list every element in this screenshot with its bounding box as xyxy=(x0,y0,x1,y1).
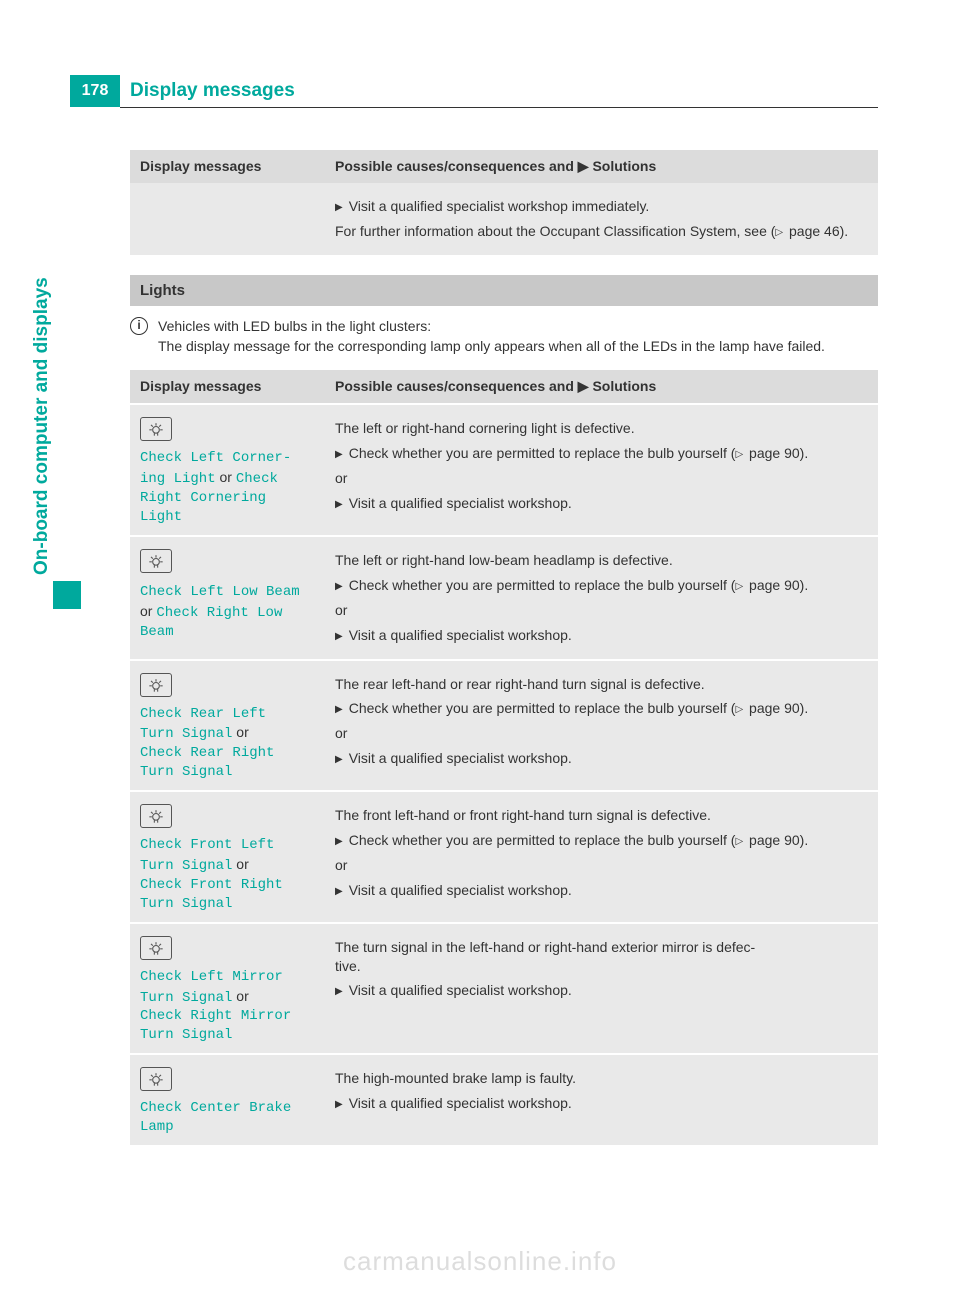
table-row: Check Left Low Beam or Check Right Low B… xyxy=(130,535,878,659)
header-right-suffix: Solutions xyxy=(589,378,657,394)
table-cell-left: Check Center Brake Lamp xyxy=(130,1055,325,1145)
description-text: The left or right-hand low-beam headlamp… xyxy=(335,551,868,570)
info-note: i Vehicles with LED bulbs in the light c… xyxy=(130,316,878,357)
description-text: The left or right-hand cornering light i… xyxy=(335,419,868,438)
action-check: Check whether you are permitted to repla… xyxy=(335,444,868,463)
info-icon: i xyxy=(130,317,148,335)
table-body: Check Left Corner‐ ing Light or Check Ri… xyxy=(130,403,878,1145)
header-right-prefix: Possible causes/consequences and xyxy=(335,158,578,174)
or-text: or xyxy=(335,724,868,743)
action-visit: Visit a qualified specialist workshop im… xyxy=(335,197,868,216)
further-info-a: For further information about the Occupa… xyxy=(335,223,775,239)
display-message-text: Check Left Low Beam or Check Right Low B… xyxy=(140,581,315,642)
table-cell-left: Check Front Left Turn Signal or Check Fr… xyxy=(130,792,325,922)
further-info: For further information about the Occupa… xyxy=(335,222,868,241)
table-row: Check Center Brake Lamp The high-mounted … xyxy=(130,1053,878,1145)
table-cell-right: The rear left-hand or rear right-hand tu… xyxy=(325,661,878,791)
bulb-warning-icon xyxy=(140,1067,172,1091)
header-rule xyxy=(120,107,878,108)
table-cell-left xyxy=(130,183,325,255)
table-cell-right: The left or right-hand low-beam headlamp… xyxy=(325,537,878,659)
display-message-text: Check Left Mirror Turn Signal or Check R… xyxy=(140,968,315,1046)
section-heading-lights: Lights xyxy=(130,275,878,306)
action-check: Check whether you are permitted to repla… xyxy=(335,576,868,595)
table-row: Check Left Mirror Turn Signal or Check R… xyxy=(130,922,878,1054)
side-tab-label: On-board computer and displays xyxy=(31,199,53,575)
table-header-right: Possible causes/consequences and ▶ Solut… xyxy=(325,150,878,183)
table-occupant: Display messages Possible causes/consequ… xyxy=(130,150,878,255)
action-visit: Visit a qualified specialist workshop. xyxy=(335,749,868,768)
page-number: 178 xyxy=(82,82,109,100)
action-visit: Visit a qualified specialist workshop. xyxy=(335,881,868,900)
watermark: carmanualsonline.info xyxy=(0,1246,960,1277)
info-line2: The display message for the correspondin… xyxy=(158,338,825,354)
bulb-warning-icon xyxy=(140,673,172,697)
table-header: Display messages Possible causes/consequ… xyxy=(130,150,878,183)
table-header-left: Display messages xyxy=(130,150,325,183)
content-area: Display messages Possible causes/consequ… xyxy=(130,150,878,1145)
table-cell-left: Check Left Mirror Turn Signal or Check R… xyxy=(130,924,325,1054)
display-message-text: Check Left Corner‐ ing Light or Check Ri… xyxy=(140,449,315,527)
bulb-warning-icon xyxy=(140,417,172,441)
description-text: The rear left-hand or rear right-hand tu… xyxy=(335,675,868,694)
or-text: or xyxy=(335,856,868,875)
action-visit: Visit a qualified specialist workshop. xyxy=(335,981,868,1000)
description-text: The front left-hand or front right-hand … xyxy=(335,806,868,825)
table-cell-left: Check Rear Left Turn Signal or Check Rea… xyxy=(130,661,325,791)
display-message-text: Check Rear Left Turn Signal or Check Rea… xyxy=(140,705,315,783)
table-row: Check Front Left Turn Signal or Check Fr… xyxy=(130,790,878,922)
or-text: or xyxy=(335,469,868,488)
table-header: Display messages Possible causes/consequ… xyxy=(130,370,878,403)
table-row: Check Rear Left Turn Signal or Check Rea… xyxy=(130,659,878,791)
table-row: Check Left Corner‐ ing Light or Check Ri… xyxy=(130,403,878,535)
table-cell-left: Check Left Corner‐ ing Light or Check Ri… xyxy=(130,405,325,535)
action-visit: Visit a qualified specialist workshop. xyxy=(335,626,868,645)
page-title: Display messages xyxy=(130,75,295,107)
display-message-text: Check Center Brake Lamp xyxy=(140,1099,315,1137)
table-cell-right: Visit a qualified specialist workshop im… xyxy=(325,183,878,255)
side-tab-marker xyxy=(53,581,81,609)
table-cell-right: The high-mounted brake lamp is faulty. Vi… xyxy=(325,1055,878,1145)
further-info-b: page 46). xyxy=(785,223,848,239)
bulb-warning-icon xyxy=(140,804,172,828)
side-tab: On-board computer and displays xyxy=(53,199,87,609)
table-row: Visit a qualified specialist workshop im… xyxy=(130,183,878,255)
header-right-suffix: Solutions xyxy=(589,158,657,174)
action-check: Check whether you are permitted to repla… xyxy=(335,699,868,718)
table-header-right: Possible causes/consequences and ▶ Solut… xyxy=(325,370,878,403)
description-text: The turn signal in the left-hand or righ… xyxy=(335,938,868,976)
table-cell-left: Check Left Low Beam or Check Right Low B… xyxy=(130,537,325,659)
bulb-warning-icon xyxy=(140,549,172,573)
page-number-box: 178 xyxy=(70,75,120,107)
action-visit: Visit a qualified specialist workshop. xyxy=(335,494,868,513)
action-visit: Visit a qualified specialist workshop. xyxy=(335,1094,868,1113)
solutions-arrow-icon: ▶ xyxy=(578,158,589,174)
display-message-text: Check Front Left Turn Signal or Check Fr… xyxy=(140,836,315,914)
table-cell-right: The front left-hand or front right-hand … xyxy=(325,792,878,922)
header-right-prefix: Possible causes/consequences and xyxy=(335,378,578,394)
page-ref-icon xyxy=(775,223,785,239)
action-check: Check whether you are permitted to repla… xyxy=(335,831,868,850)
info-line1: Vehicles with LED bulbs in the light clu… xyxy=(158,318,431,334)
or-text: or xyxy=(335,601,868,620)
bulb-warning-icon xyxy=(140,936,172,960)
solutions-arrow-icon: ▶ xyxy=(578,378,589,394)
info-text: Vehicles with LED bulbs in the light clu… xyxy=(158,316,825,357)
description-text: The high-mounted brake lamp is faulty. xyxy=(335,1069,868,1088)
table-lights: Display messages Possible causes/consequ… xyxy=(130,370,878,1145)
table-cell-right: The left or right-hand cornering light i… xyxy=(325,405,878,535)
table-cell-right: The turn signal in the left-hand or righ… xyxy=(325,924,878,1054)
table-header-left: Display messages xyxy=(130,370,325,403)
